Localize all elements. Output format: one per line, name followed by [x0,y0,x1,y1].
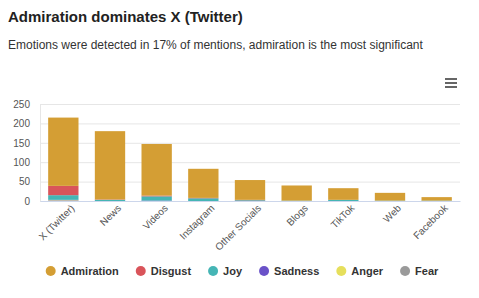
legend-label[interactable]: Joy [223,265,243,277]
x-tick: X (Twitter) [37,201,77,242]
bar[interactable] [95,201,125,202]
x-tick: Videos [141,201,170,232]
x-tick-label: News [98,202,123,227]
x-tick-label: Instagram [177,202,216,241]
bar[interactable] [235,201,265,202]
chart: Admiration dominates X (Twitter) Emotions… [0,0,479,298]
x-tick-label: Web [381,202,403,224]
menu-line[interactable] [445,82,457,84]
legend-item[interactable]: Joy [208,265,243,277]
bar[interactable] [235,201,265,202]
x-tick-label: TikTok [329,202,358,231]
legend: Admiration Disgust Joy Sadness Anger Fear [46,265,439,277]
grid-line [40,104,460,105]
x-tick-label: X (Twitter) [37,202,77,242]
menu-line[interactable] [445,86,457,88]
bar[interactable] [188,198,218,201]
bar[interactable] [422,197,452,200]
bar[interactable] [48,200,78,201]
y-tick-label: 100 [13,157,30,168]
menu-line[interactable] [445,78,457,80]
x-tick: Web [381,201,403,225]
y-tick: 200 [13,118,460,129]
bar[interactable] [375,193,405,201]
legend-item[interactable]: Anger [336,265,384,277]
x-tick-label: Other Socials [213,202,263,252]
x-tick-label: Videos [141,202,170,231]
bars [48,118,452,201]
bar[interactable] [328,201,358,202]
bar[interactable] [95,131,125,199]
bar[interactable] [48,195,78,200]
bar[interactable] [328,201,358,202]
grid-line [40,201,460,202]
y-tick-label: 200 [13,118,30,129]
series-bars [48,118,452,201]
x-tick: News [98,201,123,228]
legend-item[interactable]: Disgust [136,265,192,277]
bar[interactable] [142,196,172,200]
y-tick: 100 [13,157,460,168]
bar[interactable] [235,180,265,200]
y-tick-label: 250 [13,99,30,110]
grid-line [40,123,460,124]
bar[interactable] [328,188,358,200]
legend-label[interactable]: Disgust [151,265,192,277]
bar[interactable] [142,144,172,196]
bar[interactable] [235,201,265,202]
bar[interactable] [48,118,78,186]
x-tick-label: Facebook [411,202,451,242]
bar[interactable] [328,200,358,201]
x-tick: Facebook [411,201,451,241]
legend-marker[interactable] [400,266,410,276]
x-tick-label: Blogs [284,202,309,227]
x-tick: Blogs [284,201,309,228]
y-tick: 150 [13,138,460,149]
legend-marker[interactable] [208,266,218,276]
legend-item[interactable]: Sadness [259,265,319,277]
y-tick-label: 50 [19,176,31,187]
bar[interactable] [328,201,358,202]
legend-label[interactable]: Admiration [61,265,119,277]
y-tick-label: 0 [24,196,30,207]
subtitle: Emotions were detected in 17% of mention… [8,38,424,52]
bar[interactable] [95,201,125,202]
bar[interactable] [95,201,125,202]
legend-label[interactable]: Anger [351,265,384,277]
y-axis: 0 50 100 150 200 250 [13,99,460,207]
legend-marker[interactable] [136,266,146,276]
x-tick: TikTok [329,201,358,230]
series-bars [48,200,78,201]
bar[interactable] [282,185,312,200]
x-axis-line [41,201,461,202]
y-axis-line [40,105,41,202]
y-tick: 250 [13,99,460,110]
bar[interactable] [48,186,78,195]
bar[interactable] [235,200,265,201]
legend-marker[interactable] [259,266,269,276]
legend-label[interactable]: Sadness [274,265,319,277]
legend-item[interactable]: Admiration [46,265,119,277]
bar[interactable] [95,200,125,201]
legend-label[interactable]: Fear [415,265,439,277]
legend-item[interactable]: Fear [400,265,439,277]
legend-marker[interactable] [336,266,346,276]
x-tick: Other Socials [213,201,263,253]
x-axis: X (Twitter) News VideosInstagramOther Soci… [37,201,461,253]
bar[interactable] [188,169,218,198]
series-bars [48,200,78,201]
x-tick: Instagram [177,201,216,242]
y-tick-label: 150 [13,138,30,149]
legend-marker[interactable] [46,266,56,276]
menu-button[interactable] [445,78,457,88]
title: Admiration dominates X (Twitter) [8,8,243,25]
bar[interactable] [48,200,78,201]
